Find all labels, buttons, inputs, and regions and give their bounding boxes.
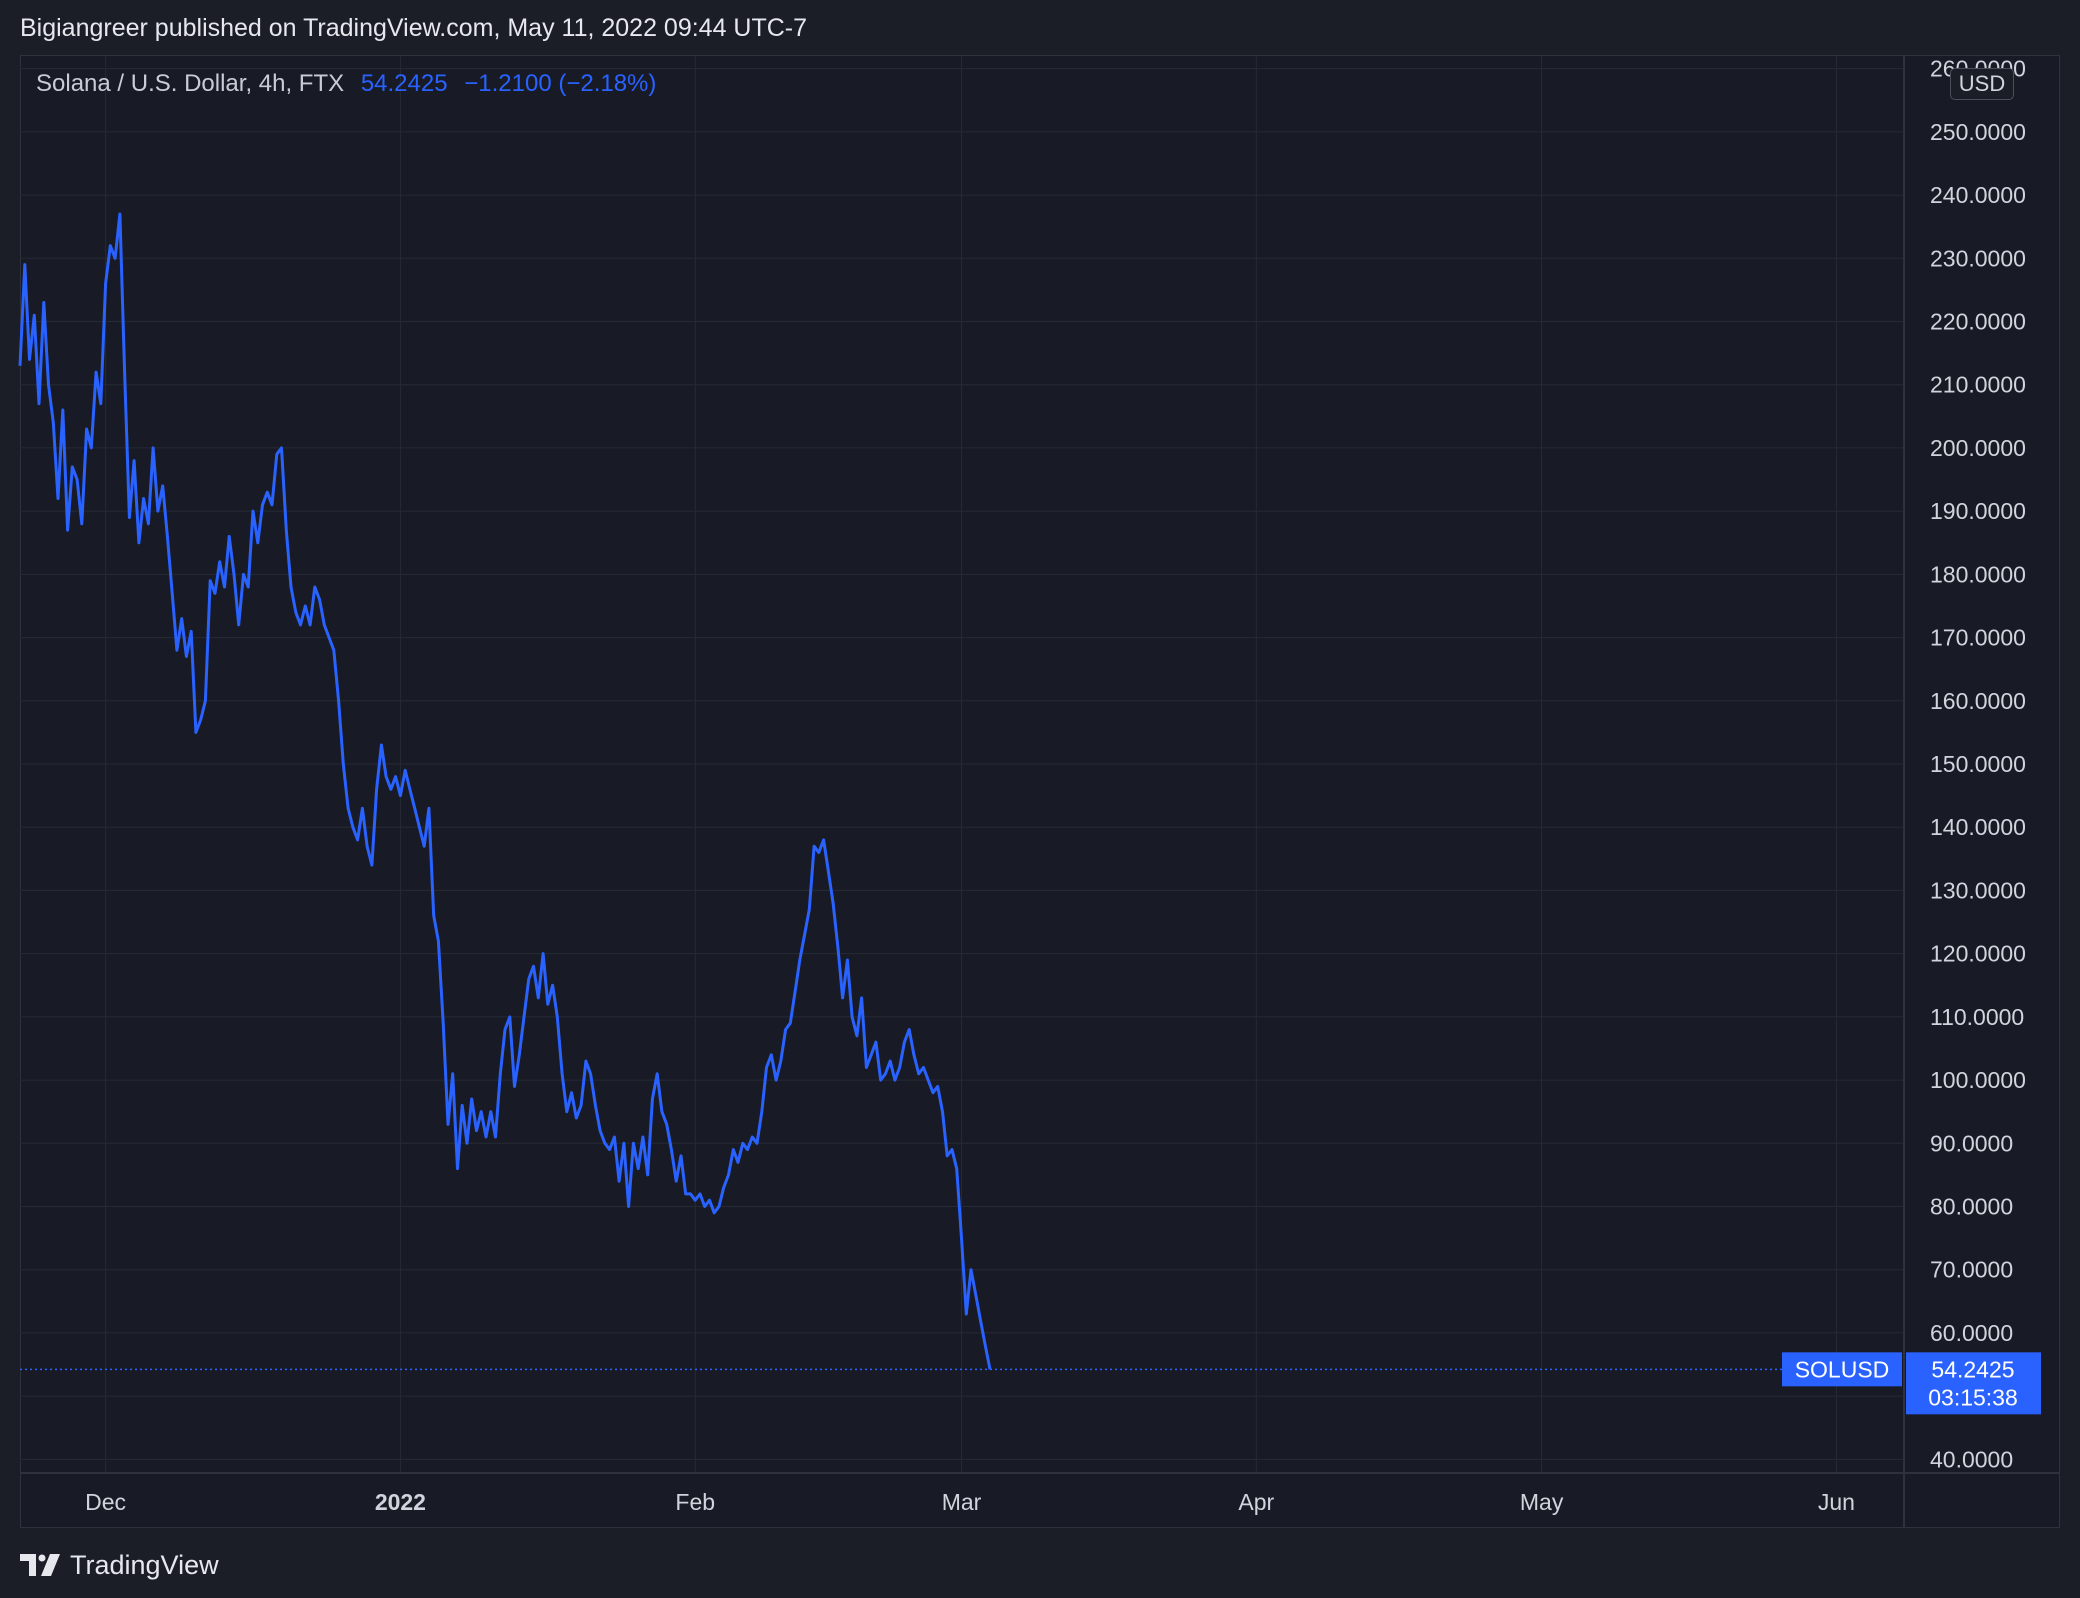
y-tick-label: 110.0000	[1930, 1004, 2024, 1030]
x-tick-label: May	[1520, 1489, 1564, 1515]
y-tick-label: 190.0000	[1930, 498, 2026, 524]
chart-frame	[20, 55, 2060, 1528]
y-tick-label: 200.0000	[1930, 435, 2026, 461]
y-tick-label: 130.0000	[1930, 877, 2026, 903]
x-tick-label: 2022	[375, 1489, 426, 1515]
y-tick-label: 70.0000	[1930, 1257, 2013, 1283]
x-tick-label: Dec	[85, 1489, 126, 1515]
y-tick-label: 60.0000	[1930, 1320, 2013, 1346]
y-tick-label: 230.0000	[1930, 245, 2026, 271]
price-badge	[1906, 1352, 2041, 1415]
brand-name: TradingView	[70, 1549, 219, 1580]
symbol-badge	[1782, 1352, 1902, 1387]
legend-price: 54.2425	[360, 70, 448, 97]
y-tick-label: 240.0000	[1930, 182, 2026, 208]
x-tick-label: Mar	[942, 1489, 982, 1515]
x-tick-label: Feb	[675, 1489, 715, 1515]
y-tick-label: 120.0000	[1930, 941, 2026, 967]
symbol-badge-label: SOLUSD	[1795, 1356, 1890, 1382]
y-tick-label: 160.0000	[1930, 688, 2026, 714]
y-tick-label: 220.0000	[1930, 309, 2026, 335]
price-badge-value: 54.2425	[1931, 1356, 2014, 1382]
y-tick-label: 140.0000	[1930, 814, 2026, 840]
published-header: Bigiangreer published on TradingView.com…	[20, 14, 808, 42]
tradingview-logo-icon	[20, 1554, 60, 1576]
x-tick-label: Jun	[1818, 1489, 1855, 1515]
y-tick-label: 90.0000	[1930, 1130, 2013, 1156]
y-tick-label: 250.0000	[1930, 119, 2026, 145]
tradingview-logo[interactable]: TradingView	[20, 1548, 219, 1582]
y-tick-label: 40.0000	[1930, 1446, 2013, 1472]
symbol-legend: Solana / U.S. Dollar, 4h, FTX 54.2425 −1…	[36, 70, 656, 98]
y-tick-label: 180.0000	[1930, 561, 2026, 587]
y-tick-label: 100.0000	[1930, 1067, 2026, 1093]
x-tick-label: Apr	[1238, 1489, 1274, 1515]
y-tick-label: 150.0000	[1930, 751, 2026, 777]
y-tick-label: 170.0000	[1930, 625, 2026, 651]
legend-change: −1.2100 (−2.18%)	[464, 70, 657, 97]
currency-button[interactable]: USD	[1950, 68, 2014, 100]
symbol-description: Solana / U.S. Dollar, 4h, FTX	[36, 70, 345, 97]
price-line	[18, 212, 992, 1370]
y-tick-label: 210.0000	[1930, 372, 2026, 398]
countdown-label: 03:15:38	[1928, 1384, 2018, 1410]
y-tick-label: 80.0000	[1930, 1194, 2013, 1220]
